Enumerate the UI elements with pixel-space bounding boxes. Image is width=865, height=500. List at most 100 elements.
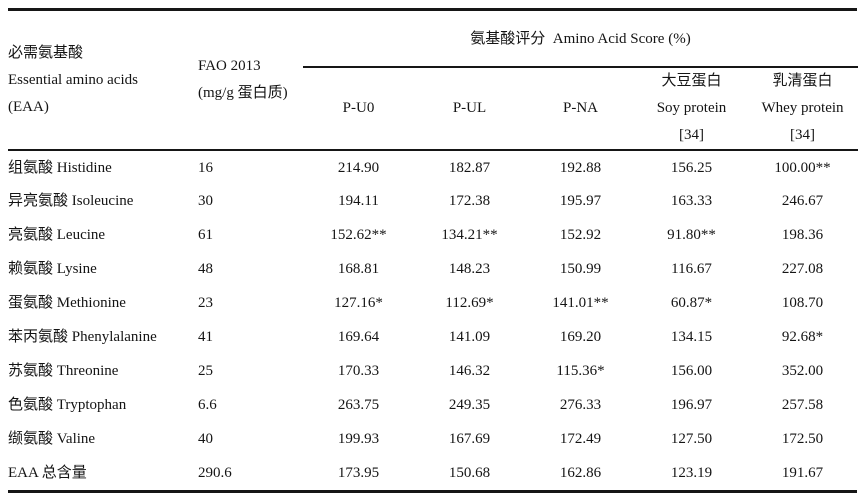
amino-acid-name-cell: 亮氨酸 Leucine (8, 227, 106, 243)
col-header-line: 大豆蛋白 (661, 73, 722, 89)
score-value-cell-p-na: 152.92 (559, 227, 602, 243)
col-header-line: [34] (679, 127, 704, 143)
score-value-cell-soy-protein-34: 156.00 (670, 363, 713, 379)
fao-value-cell: 41 (198, 329, 213, 345)
fao-value-cell: 6.6 (198, 397, 217, 413)
col-header-fao-line-2: (mg/g 蛋白质) (198, 85, 288, 101)
amino-acid-name-cell: 蛋氨酸 Methionine (8, 295, 126, 311)
score-value-cell-p-na: 162.86 (559, 465, 602, 481)
score-value-cell-p-na: 276.33 (559, 397, 602, 413)
score-value-cell-p-u0: 152.62** (330, 227, 387, 243)
col-header-p-u0: P-U0 (303, 67, 414, 151)
score-value-cell-soy-protein-34: 116.67 (671, 261, 712, 277)
score-value-cell-p-ul: 112.69* (445, 295, 494, 311)
score-value-cell-p-u0: 263.75 (337, 397, 380, 413)
amino-acid-name-cell: 苏氨酸 Threonine (8, 363, 119, 379)
fao-value-cell: 23 (198, 295, 213, 311)
amino-acid-name-cell: 组氨酸 Histidine (8, 159, 112, 176)
col-header-line: P-U0 (342, 100, 375, 116)
col-header-amino-acid-score-group: 氨基酸评分 Amino Acid Score (%) (303, 11, 858, 68)
score-value-cell-p-ul: 141.09 (448, 329, 491, 345)
amino-acid-score-table-frame: 必需氨基酸 Essential amino acids (EAA) FAO 20… (8, 8, 858, 493)
score-value-cell-whey-protein-34: 108.70 (781, 295, 824, 311)
col-header-line: P-NA (562, 100, 598, 116)
score-value-cell-whey-protein-34: 246.67 (781, 193, 824, 209)
score-value-cell-soy-protein-34: 91.80** (667, 227, 716, 243)
score-value-cell-p-na: 169.20 (559, 329, 602, 345)
fao-value-cell: 61 (198, 227, 213, 243)
table-row: 赖氨酸 Lysine 48 168.81 148.23 150.99 116.67 227.… (8, 252, 858, 286)
score-value-cell-soy-protein-34: 156.25 (670, 159, 713, 176)
amino-acid-name-cell: EAA 总含量 (8, 465, 87, 481)
header-row-score-columns: P-U0 P-UL P-NA 大豆蛋白 Soy protein [34] 乳清蛋白 Whey … (8, 67, 858, 151)
amino-acid-name-cell: 色氨酸 Tryptophan (8, 397, 127, 413)
fao-value-cell: 290.6 (198, 465, 232, 481)
table-row: 异亮氨酸 Isoleucine 30 194.11 172.38 195.97 163.3… (8, 184, 858, 218)
score-value-cell-p-na: 115.36* (556, 363, 605, 379)
table-row: 组氨酸 Histidine 16 214.90 182.87 192.88 156.25 1… (8, 150, 858, 184)
col-header-fao-line-1: FAO 2013 (198, 58, 261, 74)
fao-value-cell: 48 (198, 261, 213, 277)
score-value-cell-p-u0: 169.64 (337, 329, 380, 345)
score-value-cell-p-ul: 167.69 (448, 431, 491, 447)
table-body: 组氨酸 Histidine 16 214.90 182.87 192.88 156.25 1… (8, 150, 858, 490)
score-value-cell-whey-protein-34: 172.50 (781, 431, 824, 447)
score-value-cell-p-na: 172.49 (559, 431, 602, 447)
col-header-line: Whey protein (761, 100, 844, 116)
fao-value-cell: 16 (198, 159, 213, 176)
amino-acid-name-cell: 苯丙氨酸 Phenylalanine (8, 329, 157, 345)
table-row: 缬氨酸 Valine 40 199.93 167.69 172.49 127.50 172.… (8, 422, 858, 456)
score-value-cell-p-na: 192.88 (559, 159, 602, 176)
col-header-eaa-line-zh: 必需氨基酸 (8, 44, 84, 61)
score-value-cell-whey-protein-34: 257.58 (781, 397, 824, 413)
score-value-cell-p-na: 150.99 (559, 261, 602, 277)
col-header-eaa-line-abbr: (EAA) (8, 98, 49, 115)
table-row: 色氨酸 Tryptophan 6.6 263.75 249.35 276.33 196.9… (8, 388, 858, 422)
header-row-group: 必需氨基酸 Essential amino acids (EAA) FAO 20… (8, 11, 858, 151)
score-value-cell-p-u0: 127.16* (334, 295, 383, 311)
score-value-cell-p-ul: 172.38 (448, 193, 491, 209)
table-row: 苏氨酸 Threonine 25 170.33 146.32 115.36* 156.00… (8, 354, 858, 388)
score-value-cell-p-ul: 150.68 (448, 465, 491, 481)
score-value-cell-soy-protein-34: 127.50 (670, 431, 713, 447)
fao-value-cell: 25 (198, 363, 213, 379)
score-value-cell-whey-protein-34: 92.68* (781, 329, 824, 345)
score-value-cell-p-u0: 194.11 (338, 193, 379, 209)
fao-value-cell: 30 (198, 193, 213, 209)
amino-acid-name-cell: 赖氨酸 Lysine (8, 261, 97, 277)
score-value-cell-whey-protein-34: 198.36 (781, 227, 824, 243)
amino-acid-name-cell: 异亮氨酸 Isoleucine (8, 193, 134, 209)
fao-value-cell: 40 (198, 431, 213, 447)
col-header-line: [34] (790, 127, 815, 143)
score-value-cell-p-u0: 170.33 (337, 363, 380, 379)
amino-acid-score-table: 必需氨基酸 Essential amino acids (EAA) FAO 20… (8, 11, 858, 490)
table-row: 蛋氨酸 Methionine 23 127.16* 112.69* 141.01** 60… (8, 286, 858, 320)
col-header-fao-2013: FAO 2013 (mg/g 蛋白质) (198, 11, 303, 151)
table-row: 亮氨酸 Leucine 61 152.62** 134.21** 152.92 91.80… (8, 218, 858, 252)
score-value-cell-p-u0: 199.93 (337, 431, 380, 447)
table-row: 苯丙氨酸 Phenylalanine 41 169.64 141.09 169.20 13… (8, 320, 858, 354)
score-value-cell-whey-protein-34: 352.00 (781, 363, 824, 379)
col-header-soy-protein-34: 大豆蛋白 Soy protein [34] (636, 67, 747, 151)
score-value-cell-p-ul: 134.21** (441, 227, 498, 243)
amino-acid-name-cell: 缬氨酸 Valine (8, 431, 96, 447)
col-header-whey-protein-34: 乳清蛋白 Whey protein [34] (747, 67, 858, 151)
col-header-line: P-UL (452, 100, 487, 116)
score-value-cell-whey-protein-34: 227.08 (781, 261, 824, 277)
score-value-cell-p-u0: 168.81 (337, 261, 380, 277)
score-value-cell-soy-protein-34: 60.87* (670, 295, 713, 311)
table-row: EAA 总含量 290.6 173.95 150.68 162.86 123.19 191.… (8, 456, 858, 490)
score-value-cell-p-ul: 146.32 (448, 363, 491, 379)
score-value-cell-p-ul: 249.35 (448, 397, 491, 413)
score-value-cell-p-ul: 148.23 (448, 261, 491, 277)
score-value-cell-whey-protein-34: 100.00** (774, 159, 831, 176)
col-header-eaa-line-en: Essential amino acids (8, 71, 138, 88)
col-header-line: Soy protein (656, 100, 727, 116)
score-value-cell-p-na: 195.97 (559, 193, 602, 209)
col-header-essential-amino-acids: 必需氨基酸 Essential amino acids (EAA) (8, 11, 198, 151)
score-value-cell-p-na: 141.01** (552, 295, 609, 311)
score-value-cell-soy-protein-34: 123.19 (670, 465, 713, 481)
score-value-cell-p-u0: 173.95 (337, 465, 380, 481)
score-value-cell-p-u0: 214.90 (337, 159, 380, 176)
col-header-p-ul: P-UL (414, 67, 525, 151)
